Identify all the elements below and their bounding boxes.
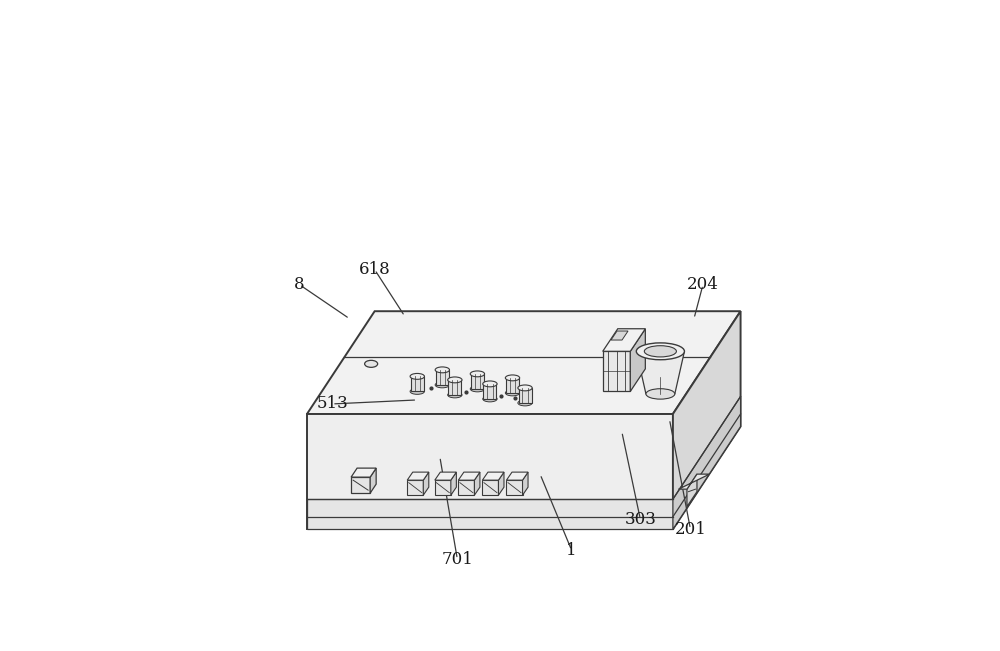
Ellipse shape (483, 381, 497, 387)
Ellipse shape (518, 400, 532, 406)
Ellipse shape (636, 343, 684, 360)
Polygon shape (370, 468, 376, 493)
Ellipse shape (365, 361, 378, 367)
Polygon shape (483, 384, 496, 399)
Text: 1: 1 (566, 542, 577, 559)
Text: 8: 8 (294, 276, 305, 293)
Ellipse shape (518, 385, 532, 391)
Polygon shape (407, 480, 423, 495)
Polygon shape (474, 472, 480, 495)
Text: 701: 701 (441, 551, 473, 568)
Polygon shape (519, 388, 532, 403)
Polygon shape (458, 472, 480, 480)
Polygon shape (448, 380, 461, 395)
Text: 303: 303 (624, 511, 656, 528)
Polygon shape (506, 472, 528, 480)
Polygon shape (523, 472, 528, 495)
Polygon shape (451, 472, 456, 495)
Polygon shape (411, 376, 424, 391)
Polygon shape (673, 311, 741, 529)
Text: 513: 513 (316, 395, 348, 413)
Polygon shape (603, 329, 645, 352)
Text: 618: 618 (359, 261, 391, 278)
Ellipse shape (448, 392, 462, 398)
Polygon shape (458, 480, 474, 495)
Ellipse shape (646, 389, 675, 399)
Ellipse shape (448, 377, 462, 383)
Ellipse shape (505, 375, 520, 381)
Polygon shape (611, 331, 628, 340)
Polygon shape (435, 480, 451, 495)
Polygon shape (351, 477, 370, 493)
Ellipse shape (505, 390, 520, 396)
Polygon shape (679, 474, 710, 489)
Polygon shape (630, 329, 645, 391)
Polygon shape (423, 472, 429, 495)
Ellipse shape (435, 382, 449, 388)
Polygon shape (673, 396, 741, 529)
Polygon shape (307, 414, 673, 529)
Text: 201: 201 (675, 521, 706, 538)
Polygon shape (407, 472, 429, 480)
Polygon shape (603, 352, 630, 391)
Polygon shape (506, 480, 523, 495)
Polygon shape (636, 352, 684, 394)
Polygon shape (435, 472, 456, 480)
Polygon shape (482, 472, 504, 480)
Ellipse shape (470, 371, 485, 377)
Polygon shape (307, 311, 741, 414)
Polygon shape (436, 370, 449, 385)
Polygon shape (307, 499, 673, 529)
Polygon shape (506, 378, 519, 393)
Ellipse shape (435, 367, 449, 373)
Ellipse shape (483, 396, 497, 402)
Polygon shape (482, 480, 498, 495)
Text: 204: 204 (687, 276, 719, 293)
Polygon shape (351, 468, 376, 477)
Polygon shape (498, 472, 504, 495)
Polygon shape (471, 374, 484, 389)
Ellipse shape (470, 386, 485, 392)
Ellipse shape (410, 389, 424, 395)
Polygon shape (687, 474, 697, 506)
Ellipse shape (644, 346, 676, 357)
Ellipse shape (410, 374, 424, 380)
